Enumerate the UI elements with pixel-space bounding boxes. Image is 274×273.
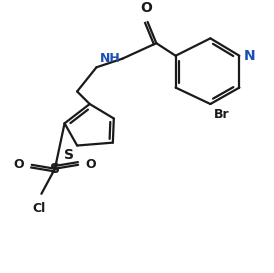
Text: O: O: [13, 158, 24, 171]
Text: N: N: [244, 49, 256, 63]
Text: O: O: [140, 1, 152, 15]
Text: Cl: Cl: [33, 201, 46, 215]
Text: O: O: [86, 158, 96, 171]
Text: Br: Br: [214, 108, 230, 121]
Text: NH: NH: [100, 52, 121, 65]
Text: S: S: [50, 162, 60, 176]
Text: S: S: [64, 149, 74, 162]
